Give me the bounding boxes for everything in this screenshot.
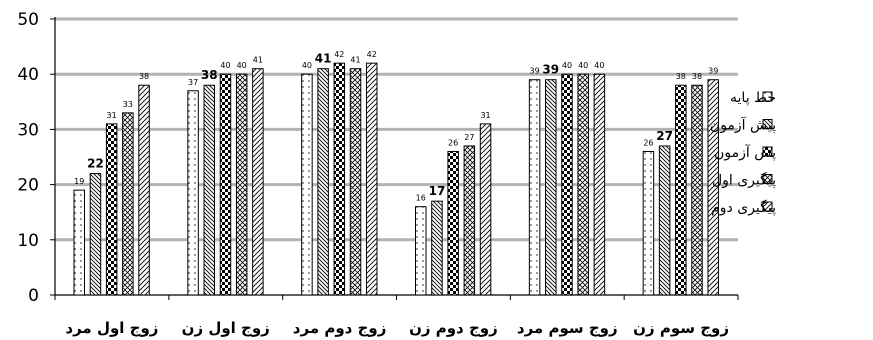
x-tick-label: زوج دوم زن	[409, 319, 498, 337]
gridlines	[55, 17, 738, 242]
legend-swatch	[762, 174, 773, 184]
bar	[333, 62, 346, 296]
data-label: 40	[302, 61, 312, 70]
bar	[479, 123, 492, 296]
x-tick-label: زوج سوم زن	[633, 319, 729, 337]
bar	[89, 173, 102, 296]
data-label: 38	[676, 72, 686, 81]
bar	[219, 73, 232, 296]
data-label: 27	[464, 133, 474, 142]
bar	[658, 145, 671, 296]
legend-label: خط پایه	[730, 90, 776, 106]
y-tick-label: 0	[28, 286, 39, 306]
bar	[675, 84, 687, 296]
bar	[691, 84, 703, 296]
data-label: 40	[578, 61, 588, 70]
data-label: 16	[416, 194, 426, 203]
x-tick-label: زوج اول زن	[182, 319, 270, 337]
x-tick-label: زوج اول مرد	[65, 319, 158, 337]
data-label: 17	[429, 184, 446, 198]
bar	[122, 112, 134, 296]
bar	[317, 68, 329, 296]
bars	[73, 62, 719, 296]
data-label: 26	[448, 138, 458, 147]
legend-label: پیش آزمون	[710, 117, 776, 134]
legend-label: پس آزمون	[714, 144, 776, 161]
bar	[593, 73, 606, 296]
bar	[365, 62, 378, 296]
data-label: 39	[529, 67, 539, 76]
legend-swatch	[762, 146, 773, 157]
legend-swatch	[762, 91, 773, 102]
data-label: 37	[188, 78, 198, 87]
bar	[203, 84, 216, 296]
legend-swatch	[762, 119, 773, 129]
bar	[73, 189, 85, 296]
data-label: 42	[334, 50, 344, 59]
data-label: 40	[220, 61, 230, 70]
y-tick-label: 10	[17, 231, 39, 251]
tick-labels: 0 10 20 30 40 50 زوج اول مرد زوج اول زن زوج دوم …	[17, 10, 729, 337]
data-label: 27	[656, 129, 673, 143]
data-label: 39	[542, 63, 559, 77]
data-label: 38	[692, 72, 702, 81]
data-label: 40	[562, 61, 572, 70]
data-label: 38	[139, 72, 149, 81]
data-label: 38	[201, 68, 218, 82]
data-label: 31	[107, 111, 117, 120]
data-label: 42	[367, 50, 377, 59]
bar	[447, 150, 459, 296]
bar	[642, 150, 655, 296]
bar	[528, 79, 541, 296]
bar	[415, 206, 427, 296]
y-tick-label: 30	[17, 120, 39, 140]
data-label: 19	[74, 177, 84, 186]
data-label: 41	[350, 56, 360, 65]
y-tick-label: 40	[17, 65, 39, 85]
bar	[105, 123, 118, 296]
data-label: 40	[237, 61, 247, 70]
bar	[431, 200, 443, 296]
data-label: 22	[87, 157, 104, 171]
bar	[138, 84, 150, 296]
data-label: 40	[594, 61, 604, 70]
bar	[545, 79, 557, 296]
y-tick-label: 50	[17, 10, 39, 30]
bar	[235, 73, 248, 296]
bar	[463, 145, 476, 296]
legend: خط پایه پیش آزمون پس آزمون پیگیری اول پیگیری…	[710, 90, 776, 216]
bar	[252, 68, 264, 296]
bar	[349, 68, 362, 296]
data-label: 41	[253, 56, 263, 65]
bar	[707, 79, 719, 296]
data-label: 26	[643, 138, 653, 147]
legend-label: پیگیری اول	[712, 172, 776, 189]
bar	[577, 73, 589, 296]
legend-swatch	[762, 201, 773, 212]
axes	[50, 17, 739, 300]
y-tick-label: 20	[17, 176, 39, 196]
x-tick-label: زوج سوم مرد	[517, 319, 618, 337]
data-label: 41	[315, 52, 332, 66]
x-tick-label: زوج دوم مرد	[293, 319, 387, 337]
bar	[301, 73, 313, 296]
data-label: 39	[708, 67, 718, 76]
legend-label: پیگیری دوم	[711, 199, 776, 216]
data-label: 33	[123, 100, 133, 109]
bar	[561, 73, 573, 296]
bar	[187, 90, 199, 296]
data-label: 31	[480, 111, 490, 120]
